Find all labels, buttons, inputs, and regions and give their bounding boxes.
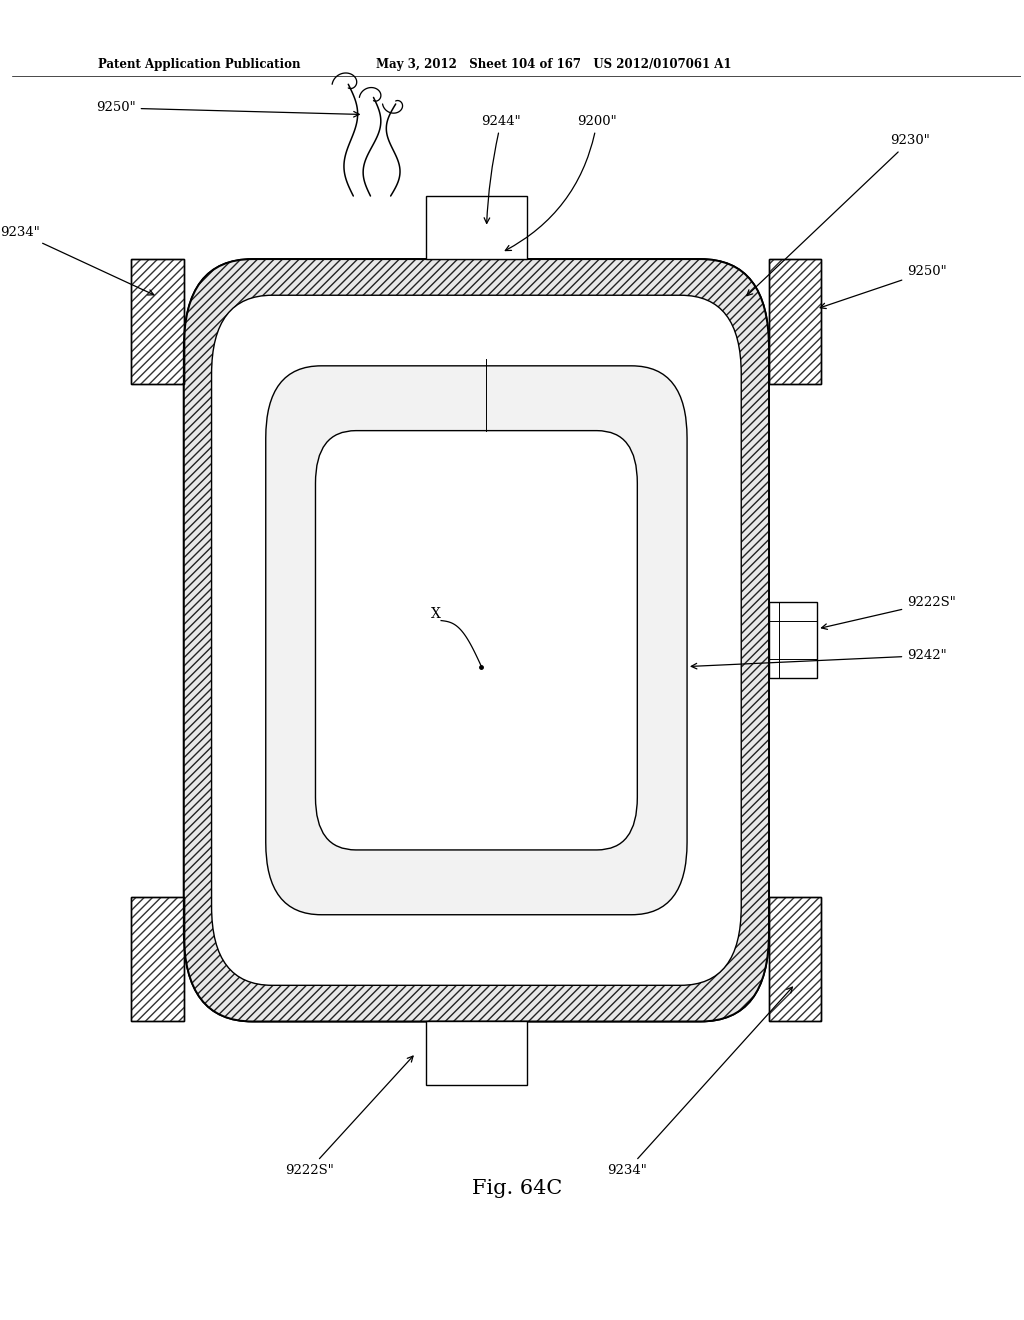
Bar	[131, 259, 184, 384]
Bar	[426, 195, 527, 259]
Bar	[131, 259, 184, 384]
Bar	[769, 896, 821, 1022]
Bar	[131, 259, 184, 384]
Text: 9244": 9244"	[481, 115, 521, 223]
Text: 9234": 9234"	[0, 226, 154, 294]
Bar	[769, 259, 821, 384]
Text: Patent Application Publication: Patent Application Publication	[98, 58, 301, 71]
Bar	[769, 896, 821, 1022]
FancyBboxPatch shape	[212, 296, 741, 985]
Text: 9250": 9250"	[820, 265, 947, 309]
Text: 9230": 9230"	[746, 135, 930, 296]
Bar	[131, 896, 184, 1022]
Text: 9234": 9234"	[607, 987, 793, 1176]
Text: 9222S": 9222S"	[821, 597, 956, 630]
FancyBboxPatch shape	[184, 259, 769, 1022]
Bar	[769, 602, 817, 678]
Text: Fig. 64C: Fig. 64C	[472, 1179, 562, 1199]
Text: May 3, 2012   Sheet 104 of 167   US 2012/0107061 A1: May 3, 2012 Sheet 104 of 167 US 2012/010…	[376, 58, 731, 71]
Text: 9200": 9200"	[505, 115, 616, 251]
Bar	[131, 896, 184, 1022]
Text: 9242": 9242"	[691, 649, 947, 669]
FancyBboxPatch shape	[184, 259, 769, 1022]
Bar	[769, 896, 821, 1022]
Bar	[769, 259, 821, 384]
FancyBboxPatch shape	[212, 296, 741, 985]
Text: 9222S": 9222S"	[285, 1056, 413, 1176]
Text: 9250": 9250"	[96, 102, 359, 117]
FancyBboxPatch shape	[315, 430, 637, 850]
Bar	[769, 259, 821, 384]
Text: X: X	[431, 607, 441, 620]
FancyBboxPatch shape	[266, 366, 687, 915]
Bar	[426, 1022, 527, 1085]
Bar	[131, 896, 184, 1022]
